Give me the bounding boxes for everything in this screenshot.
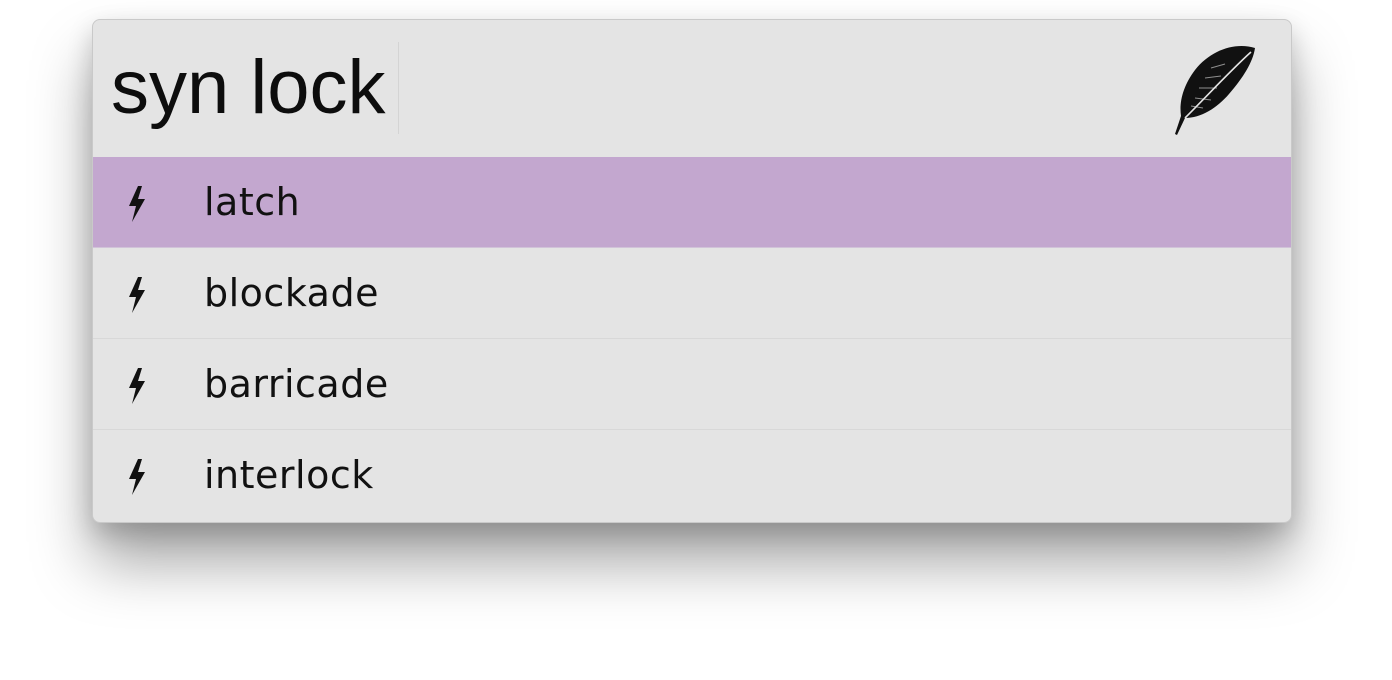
bolt-icon <box>129 368 145 404</box>
search-bar <box>93 20 1291 157</box>
bolt-icon <box>129 277 145 313</box>
result-row[interactable]: interlock <box>93 430 1291 521</box>
result-label: interlock <box>204 453 374 497</box>
result-label: blockade <box>204 271 379 315</box>
result-label: barricade <box>204 362 389 406</box>
result-label: latch <box>204 180 301 224</box>
search-input[interactable] <box>111 42 399 134</box>
bolt-icon <box>129 459 145 495</box>
bolt-icon <box>129 186 145 222</box>
feather-icon <box>1175 46 1255 135</box>
result-row[interactable]: blockade <box>93 248 1291 339</box>
results-list: latch blockade barricade interlock <box>93 157 1291 521</box>
result-row[interactable]: latch <box>93 157 1291 248</box>
result-row[interactable]: barricade <box>93 339 1291 430</box>
launcher-window: latch blockade barricade interlock <box>92 19 1292 523</box>
